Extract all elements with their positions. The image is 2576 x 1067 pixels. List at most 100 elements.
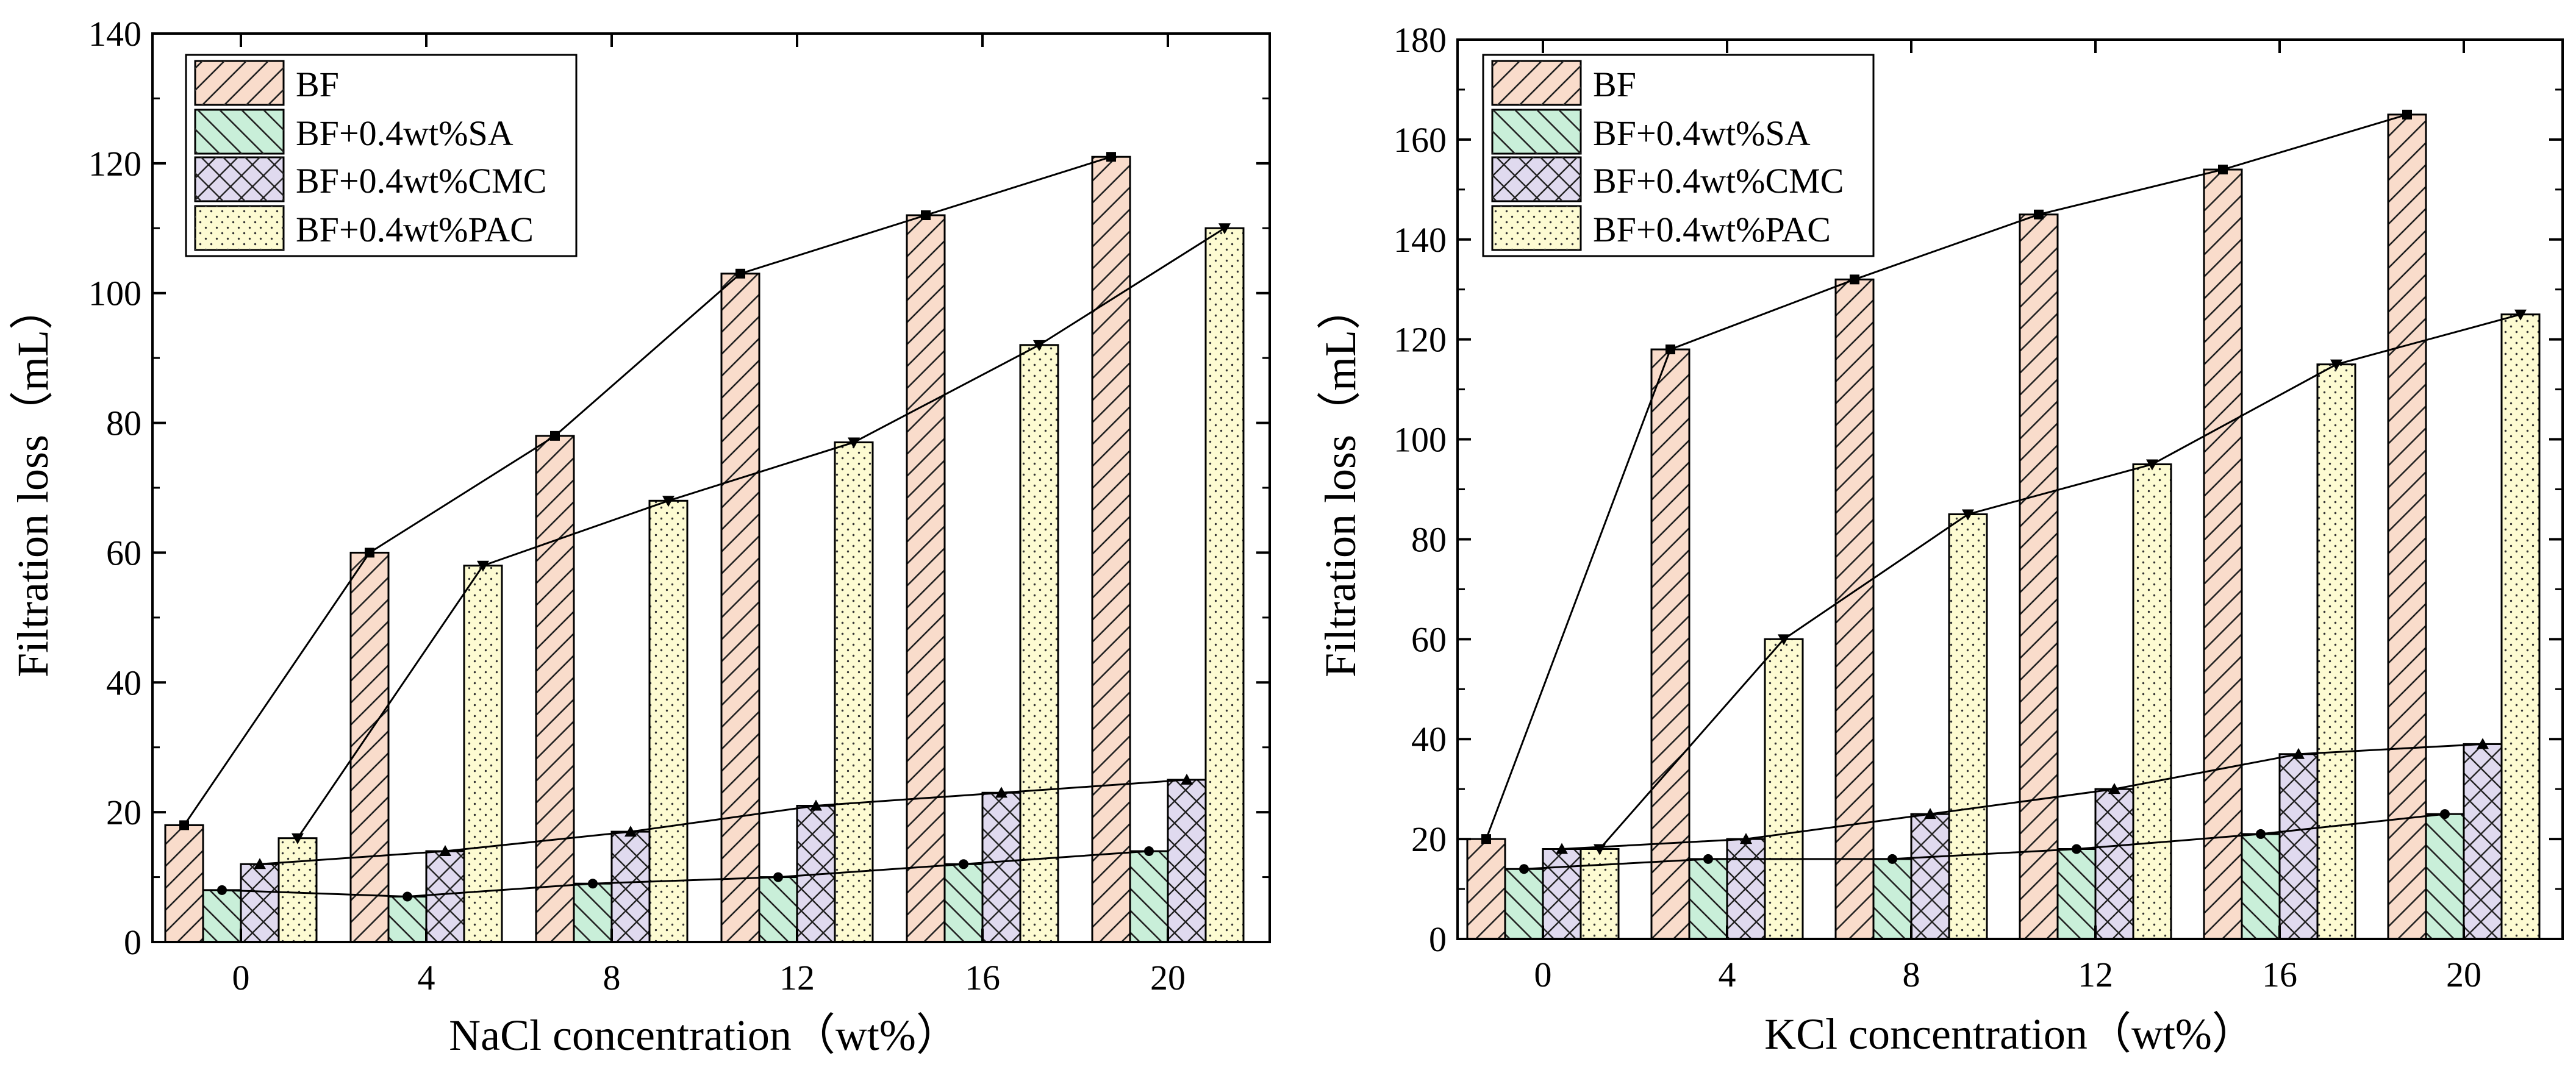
bar-pattern <box>349 551 390 943</box>
bar-sa-8 <box>573 882 613 943</box>
bar-bf-16 <box>2203 168 2243 940</box>
bar-sa-0 <box>202 889 242 943</box>
bar-sa-20 <box>1129 850 1169 943</box>
bar-pattern <box>1764 638 1804 940</box>
legend-label-sa: BF+0.4wt%SA <box>1593 113 1811 153</box>
y-tick-label: 20 <box>1411 819 1447 859</box>
bar-bf-8 <box>535 435 575 943</box>
x-tick-label: 12 <box>2078 955 2113 994</box>
bar-sa-20 <box>2425 813 2465 940</box>
trend-line-pac <box>296 227 1225 839</box>
legend-label-sa: BF+0.4wt%SA <box>296 113 513 153</box>
y-tick-label: 80 <box>106 404 141 443</box>
bar-pattern <box>648 499 689 943</box>
bar-bf-16 <box>906 214 946 943</box>
legend-swatch-bf-hatch <box>195 61 284 105</box>
marker-bf-0 <box>179 820 189 830</box>
marker-bf-4 <box>365 548 374 558</box>
bar-bf-12 <box>2019 213 2059 940</box>
bar-pattern <box>1542 848 1582 940</box>
marker-sa-4 <box>1703 854 1713 864</box>
y-tick-label: 40 <box>1411 719 1447 759</box>
bar-cmc-4 <box>1726 838 1766 940</box>
marker-sa-12 <box>2072 844 2081 854</box>
marker-cmc-12 <box>2108 783 2120 794</box>
marker-sa-0 <box>1519 864 1529 874</box>
y-tick-label: 60 <box>106 533 141 573</box>
x-tick-label: 4 <box>418 958 435 997</box>
marker-cmc-4 <box>1740 833 1752 844</box>
marker-pac-20 <box>1218 223 1231 235</box>
bar-pattern <box>943 863 984 943</box>
marker-sa-8 <box>1887 854 1897 864</box>
y-tick-label: 100 <box>1394 420 1447 460</box>
x-tick-label: 12 <box>779 958 815 997</box>
x-tick-label: 16 <box>965 958 1000 997</box>
plot-area <box>164 152 1245 943</box>
bar-bf-8 <box>1834 278 1875 940</box>
marker-sa-16 <box>2256 829 2266 839</box>
marker-pac-16 <box>1033 340 1045 351</box>
bar-pattern <box>2278 753 2319 940</box>
bar-pattern <box>535 435 575 943</box>
bar-pac-8 <box>648 499 689 943</box>
bar-pattern <box>1129 850 1169 943</box>
marker-sa-20 <box>2440 809 2450 819</box>
bar-pattern <box>981 791 1021 943</box>
bar-pac-8 <box>1948 513 1988 940</box>
bar-bf-12 <box>720 273 760 943</box>
marker-bf-20 <box>2402 109 2412 120</box>
trend-line-sa <box>1523 813 2445 870</box>
legend-swatch-cmc-hatch <box>1492 157 1581 201</box>
bar-sa-12 <box>2056 848 2097 940</box>
bar-pac-16 <box>2316 363 2356 940</box>
bar-pattern <box>425 850 465 943</box>
x-tick-label: 0 <box>232 958 250 997</box>
bar-pac-20 <box>2500 313 2541 940</box>
y-tick-label: 140 <box>88 14 141 54</box>
bar-pattern <box>463 565 503 943</box>
marker-pac-8 <box>1962 509 1974 521</box>
legend-label-cmc: BF+0.4wt%CMC <box>296 161 546 201</box>
bar-pattern <box>2203 168 2243 940</box>
trend-line-pac <box>1598 313 2521 850</box>
y-tick-label: 120 <box>1394 320 1447 360</box>
bar-pattern <box>1580 848 1620 940</box>
bar-cmc-0 <box>240 863 280 943</box>
trend-line-cmc <box>259 779 1187 865</box>
x-tick-label: 0 <box>1534 955 1552 994</box>
bar-pac-12 <box>2132 463 2172 940</box>
bar-cmc-16 <box>2278 753 2319 940</box>
bar-pattern <box>1504 868 1544 940</box>
bar-pattern <box>2425 813 2465 940</box>
y-axis-label: Filtration loss（mL） <box>1316 286 1365 677</box>
marker-cmc-20 <box>2477 738 2489 749</box>
bar-sa-4 <box>387 896 428 943</box>
kcl-chart-panel: Filtration loss（mL） KCl concentration（wt… <box>1316 20 2564 1058</box>
x-tick-label: 20 <box>1150 958 1186 997</box>
marker-cmc-16 <box>995 787 1007 798</box>
y-tick-label: 80 <box>1411 519 1447 559</box>
bar-pattern <box>2463 743 2503 940</box>
marker-cmc-0 <box>254 858 266 869</box>
bar-pattern <box>387 896 428 943</box>
marker-cmc-0 <box>1556 843 1568 854</box>
marker-pac-16 <box>2330 359 2342 371</box>
bar-pac-4 <box>1764 638 1804 940</box>
bar-pattern <box>1019 344 1059 943</box>
y-tick-label: 140 <box>1394 220 1447 260</box>
legend-label-pac: BF+0.4wt%PAC <box>1593 210 1831 249</box>
y-tick-label: 60 <box>1411 619 1447 659</box>
marker-pac-0 <box>292 833 304 844</box>
bar-pattern <box>2387 113 2427 940</box>
bar-bf-0 <box>1466 838 1506 940</box>
x-tick-label: 20 <box>2446 955 2481 994</box>
bar-pattern <box>834 441 874 943</box>
marker-cmc-16 <box>2292 748 2305 759</box>
bar-bf-4 <box>1650 348 1690 940</box>
y-tick-label: 40 <box>106 663 141 702</box>
marker-bf-12 <box>2034 209 2044 219</box>
marker-pac-12 <box>848 437 860 449</box>
marker-cmc-8 <box>1924 808 1936 819</box>
